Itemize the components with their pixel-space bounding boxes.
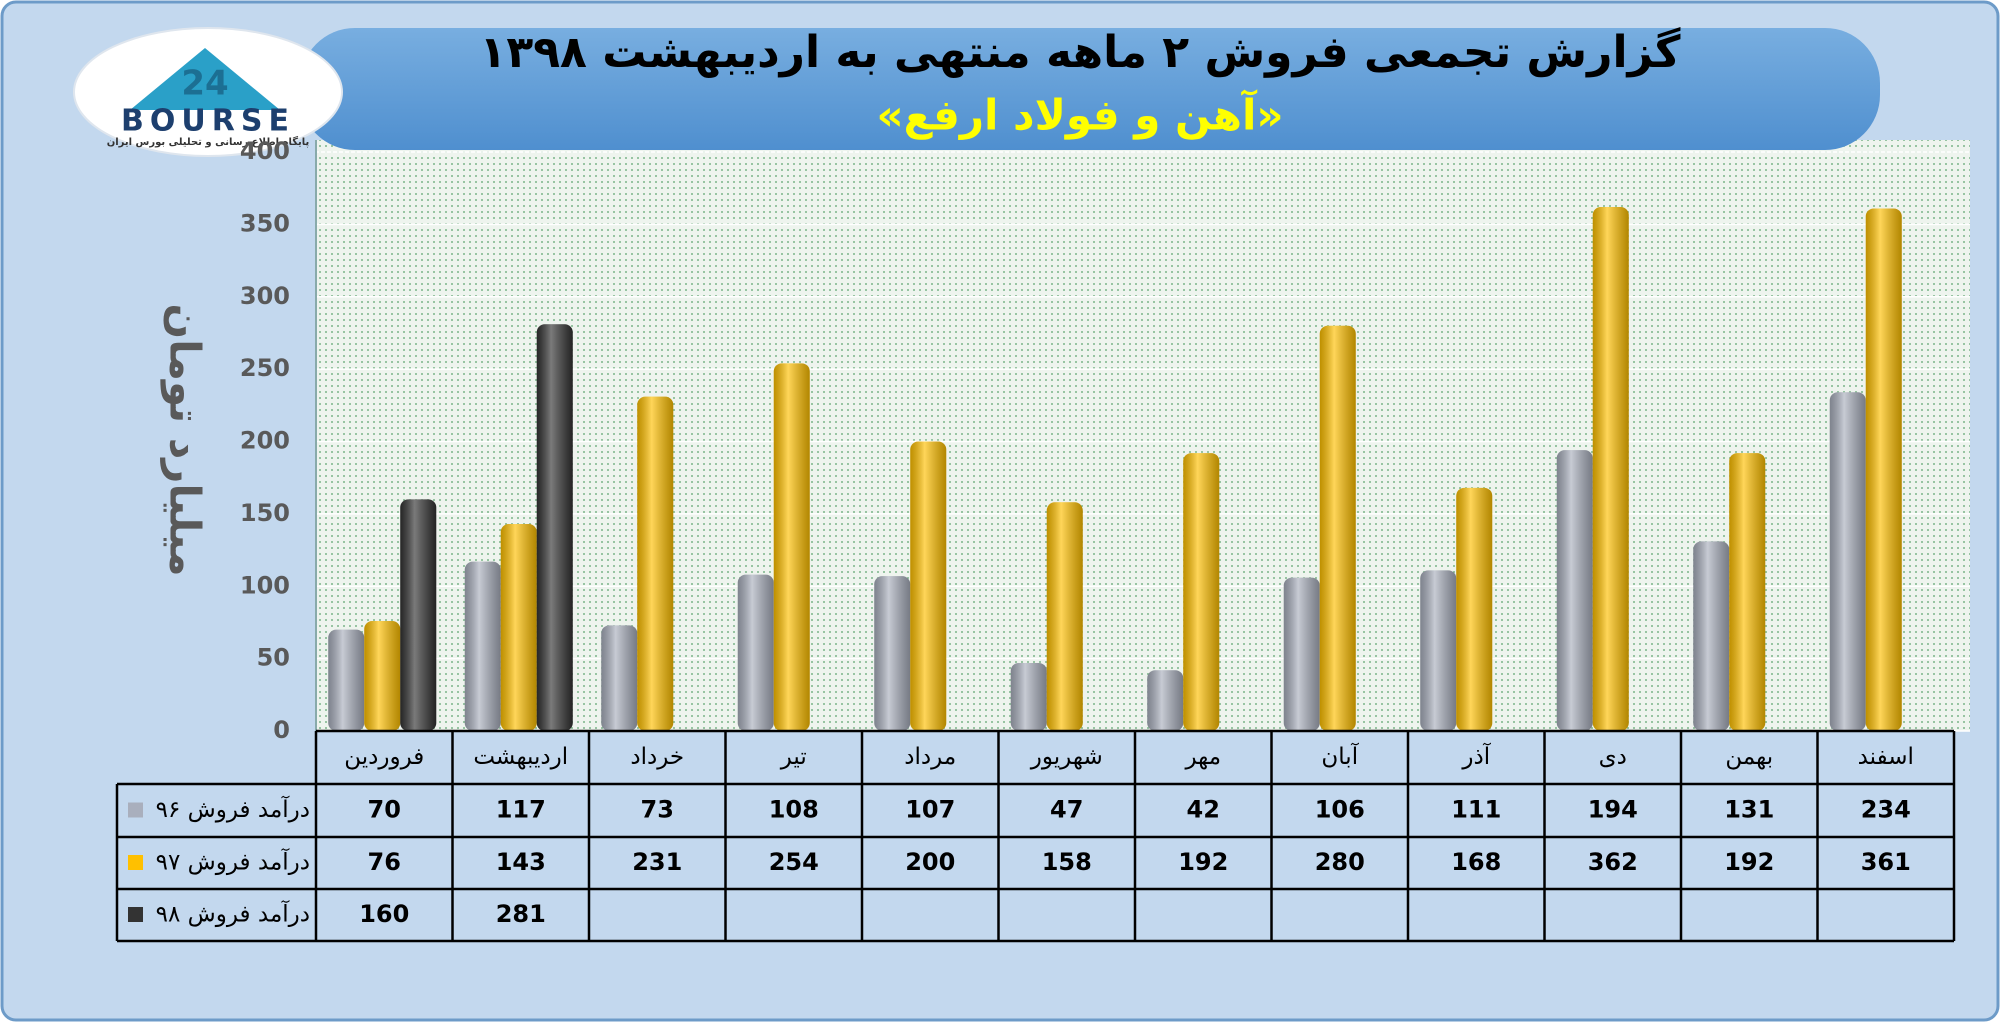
- table-value: 231: [632, 848, 682, 876]
- table-value: 117: [496, 796, 546, 824]
- table-value: 158: [1042, 848, 1092, 876]
- bar: [1865, 208, 1902, 731]
- x-tick-label: اسفند: [1858, 744, 1914, 770]
- table-value: 108: [769, 796, 819, 824]
- logo-tagline: پایگاه اطلاع رسانی و تحلیلی بورس ایران: [107, 135, 310, 148]
- logo: 24 BOURSE پایگاه اطلاع رسانی و تحلیلی بو…: [73, 27, 343, 157]
- bar: [637, 396, 674, 731]
- chart-subtitle: «آهن و فولاد ارفع»: [877, 90, 1284, 141]
- bar: [1729, 453, 1766, 731]
- legend-label: درآمد فروش ۹۷: [156, 848, 310, 876]
- bar: [1829, 392, 1866, 731]
- bar: [1147, 670, 1184, 731]
- table-value: 200: [905, 848, 955, 876]
- x-tick-label: شهریور: [1030, 744, 1103, 770]
- bar: [1556, 450, 1593, 731]
- bar: [1592, 207, 1629, 731]
- bar: [1010, 662, 1047, 731]
- bar: [1319, 325, 1356, 731]
- table-value: 281: [496, 900, 546, 928]
- bar: [737, 574, 774, 731]
- table-value: 107: [905, 796, 955, 824]
- bar: [464, 561, 501, 731]
- x-tick-label: آبان: [1321, 742, 1359, 770]
- x-tick-label: تیر: [780, 744, 807, 770]
- table-value: 192: [1724, 848, 1774, 876]
- bar: [1693, 541, 1730, 731]
- table-value: 194: [1588, 796, 1638, 824]
- table-value: 47: [1050, 796, 1083, 824]
- bar: [364, 620, 401, 731]
- x-tick-label: خرداد: [630, 744, 684, 770]
- bar: [1283, 577, 1320, 731]
- logo-shape: [130, 48, 280, 110]
- table-value: 254: [769, 848, 819, 876]
- table-value: 143: [496, 848, 546, 876]
- chart-title: گزارش تجمعی فروش ۲ ماهه منتهی به اردیبهش…: [479, 26, 1680, 78]
- table-value: 70: [368, 796, 401, 824]
- legend-swatch: [128, 907, 143, 922]
- y-tick-label: 250: [240, 354, 290, 382]
- bar: [1046, 502, 1083, 731]
- table-value: 160: [359, 900, 409, 928]
- table-value: 42: [1187, 796, 1220, 824]
- y-tick-label: 150: [240, 499, 290, 527]
- bar: [400, 499, 437, 731]
- table-value: 76: [368, 848, 401, 876]
- x-tick-label: آذر: [1461, 742, 1491, 770]
- legend-label: درآمد فروش ۹۶: [156, 795, 310, 823]
- bar: [328, 629, 365, 731]
- bar: [500, 524, 537, 731]
- bar: [1183, 453, 1220, 731]
- y-tick-label: 350: [240, 209, 290, 237]
- y-tick-label: 400: [240, 137, 290, 165]
- x-tick-label: دی: [1599, 744, 1627, 770]
- bar: [910, 441, 947, 731]
- logo-name: BOURSE: [121, 104, 295, 139]
- y-tick-label: 0: [273, 716, 290, 744]
- table-value: 73: [641, 796, 674, 824]
- x-tick-label: فروردین: [344, 744, 424, 770]
- table-value: 234: [1861, 796, 1911, 824]
- y-tick-label: 50: [257, 644, 290, 672]
- table-value: 168: [1451, 848, 1501, 876]
- table-value: 362: [1588, 848, 1638, 876]
- table-value: 192: [1178, 848, 1228, 876]
- bar: [773, 363, 810, 731]
- table-value: 280: [1315, 848, 1365, 876]
- legend-swatch: [128, 855, 143, 870]
- legend-swatch: [128, 802, 143, 818]
- y-tick-label: 200: [240, 427, 290, 455]
- bar: [536, 324, 573, 731]
- x-tick-label: بهمن: [1725, 744, 1773, 770]
- title-banner: [300, 28, 1880, 150]
- logo-mark: 24: [181, 64, 228, 104]
- y-tick-label: 100: [240, 571, 290, 599]
- x-tick-label: مهر: [1184, 744, 1221, 770]
- bar: [874, 576, 911, 731]
- table-value: 106: [1315, 796, 1365, 824]
- x-tick-label: اردیبهشت: [473, 744, 568, 770]
- bar: [601, 625, 638, 731]
- x-tick-label: مرداد: [904, 744, 956, 770]
- y-tick-label: 300: [240, 282, 290, 310]
- legend-label: درآمد فروش ۹۸: [156, 900, 310, 928]
- table-value: 131: [1724, 796, 1774, 824]
- bar: [1420, 570, 1457, 731]
- bar: [1456, 487, 1493, 731]
- table-value: 361: [1861, 848, 1911, 876]
- y-axis-label: میلیارد تومان: [160, 303, 210, 576]
- table-value: 111: [1451, 796, 1501, 824]
